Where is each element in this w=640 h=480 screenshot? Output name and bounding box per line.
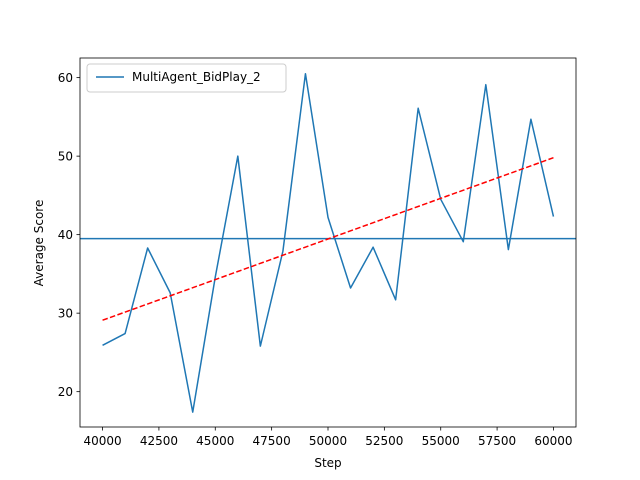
x-axis-label: Step [314,456,341,470]
y-tick-label: 60 [58,71,73,85]
legend: MultiAgent_BidPlay_2 [86,63,287,93]
series-line-0 [102,72,555,413]
x-tick-label: 40000 [83,434,121,448]
y-tick-label: 40 [58,228,73,242]
x-tick-label: 50000 [309,434,347,448]
x-tick-label: 52500 [365,434,403,448]
x-tick-label: 45000 [196,434,234,448]
legend-box [86,63,287,93]
y-tick-label: 50 [58,150,73,164]
x-tick-label: 60000 [534,434,572,448]
x-tick-label: 57500 [478,434,516,448]
plot-marks [80,72,576,413]
y-axis-label: Average Score [32,200,46,287]
y-tick-label: 20 [58,385,73,399]
legend-label: MultiAgent_BidPlay_2 [132,70,261,84]
x-tick-label: 55000 [422,434,460,448]
y-tick-label: 30 [58,307,73,321]
axes: 40000 42500 45000 47500 50000 52500 55000 57500… [58,57,577,448]
x-tick-label: 47500 [253,434,291,448]
x-tick-label: 42500 [140,434,178,448]
trend-line [102,157,554,321]
